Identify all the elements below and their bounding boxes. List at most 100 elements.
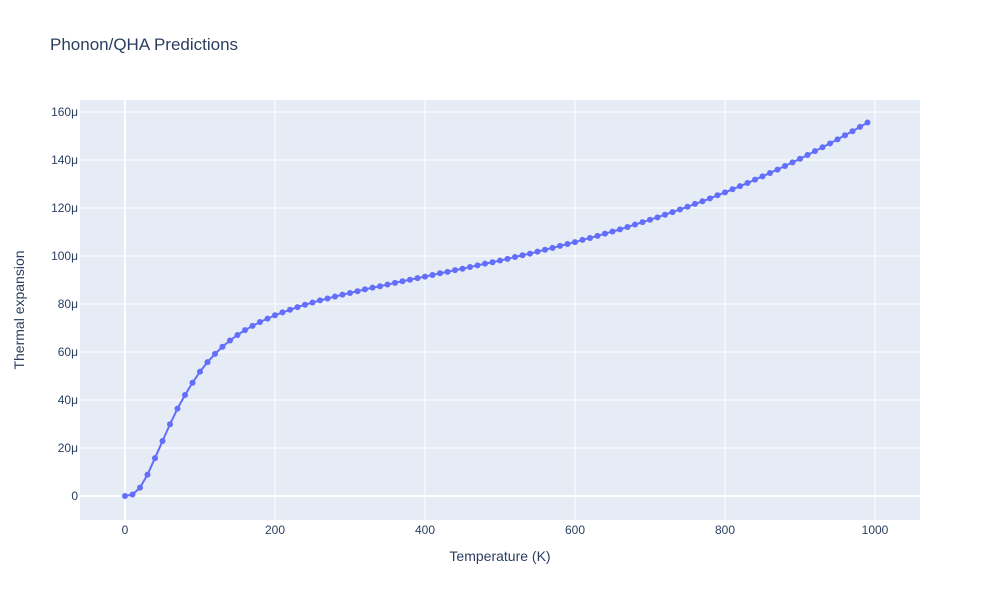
data-point (339, 291, 346, 298)
data-point (662, 211, 668, 218)
data-point (684, 203, 691, 210)
data-point (392, 279, 398, 286)
data-point (384, 281, 391, 288)
data-point (579, 236, 586, 243)
data-point (429, 271, 436, 278)
data-point (819, 144, 826, 151)
data-point (234, 331, 241, 338)
data-point (167, 421, 173, 428)
y-tick-label: 160μ (51, 105, 78, 119)
data-point (272, 312, 278, 319)
data-point (624, 223, 631, 230)
data-point (354, 288, 361, 295)
x-tick-label: 0 (122, 523, 129, 537)
grid (80, 100, 920, 520)
data-point (744, 180, 751, 187)
data-point (287, 306, 293, 313)
y-axis-label: Thermal expansion (11, 250, 27, 369)
data-point (767, 169, 773, 176)
data-point (324, 295, 331, 302)
data-point (212, 350, 218, 357)
data-point (639, 219, 646, 226)
data-point (602, 230, 608, 237)
data-point (834, 136, 841, 143)
data-point (362, 286, 368, 293)
data-point (804, 151, 811, 158)
data-point (182, 391, 188, 398)
data-point (279, 309, 286, 316)
y-tick-label: 140μ (51, 153, 78, 167)
x-tick-label: 600 (565, 523, 585, 537)
data-point (774, 166, 781, 173)
data-point (609, 228, 616, 235)
data-point (377, 283, 383, 290)
data-point (219, 343, 226, 350)
data-point (549, 244, 556, 251)
data-point (617, 226, 623, 233)
chart-title: Phonon/QHA Predictions (50, 35, 238, 54)
data-point (752, 176, 758, 183)
data-point (129, 491, 136, 498)
data-point (789, 159, 796, 166)
tick-labels: 0 200 400 600 800 1000 0 20μ 40μ 60μ 80μ 100μ 120μ 14… (51, 105, 889, 537)
y-tick-label: 20μ (58, 441, 78, 455)
data-point (189, 379, 196, 386)
data-point (564, 241, 571, 247)
data-point (489, 259, 496, 266)
data-point (632, 221, 638, 228)
data-point (512, 253, 518, 260)
data-point (369, 284, 376, 291)
data-point (204, 359, 211, 366)
y-tick-label: 0 (71, 489, 78, 503)
data-point (504, 255, 511, 262)
data-point (264, 315, 271, 322)
data-point (159, 438, 166, 445)
data-point (452, 267, 458, 274)
data-point (467, 264, 473, 271)
data-point (474, 262, 481, 269)
data-point (227, 337, 233, 344)
data-point (137, 484, 143, 491)
data-point (587, 235, 593, 241)
data-point (654, 214, 661, 221)
data-point (812, 148, 818, 155)
data-point (594, 232, 601, 239)
data-point (197, 368, 203, 375)
data-point (699, 198, 706, 205)
data-point (737, 183, 743, 190)
data-point (797, 155, 803, 162)
data-point (414, 275, 421, 282)
data-point (714, 192, 721, 199)
data-point (144, 471, 151, 478)
data-point (437, 270, 443, 277)
data-point (309, 299, 316, 306)
data-point (527, 250, 533, 257)
y-tick-label: 60μ (58, 345, 78, 359)
data-point (294, 304, 301, 311)
y-tick-label: 100μ (51, 249, 78, 263)
data-point (542, 246, 548, 253)
data-point (729, 186, 736, 193)
data-point (782, 163, 788, 169)
data-point (302, 301, 308, 308)
data-point (174, 405, 181, 412)
data-point (249, 322, 256, 329)
data-point (482, 260, 488, 267)
data-point (534, 248, 541, 255)
y-tick-label: 40μ (58, 393, 78, 407)
data-point (647, 216, 653, 223)
data-point (827, 140, 833, 147)
data-point (497, 257, 503, 264)
data-point (557, 242, 563, 249)
y-tick-label: 80μ (58, 297, 78, 311)
x-axis-label: Temperature (K) (449, 548, 550, 564)
data-point (444, 268, 451, 275)
x-tick-label: 400 (415, 523, 435, 537)
data-point (152, 455, 158, 462)
x-tick-label: 1000 (862, 523, 889, 537)
data-point (849, 128, 856, 135)
data-points (122, 119, 871, 499)
data-point (759, 173, 766, 180)
y-tick-label: 120μ (51, 201, 78, 215)
